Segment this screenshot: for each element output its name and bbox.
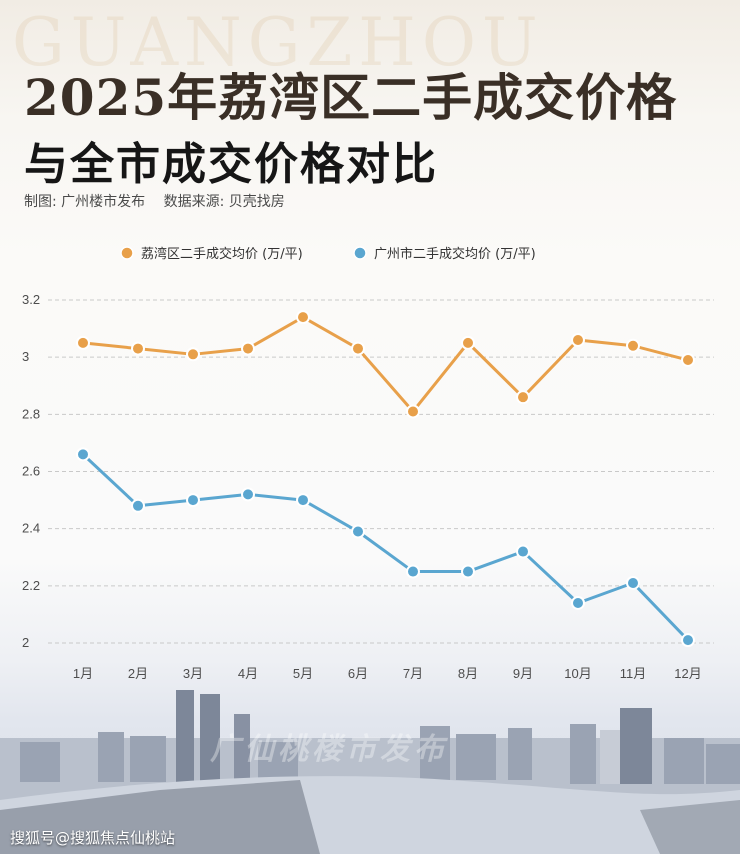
building bbox=[456, 734, 496, 780]
y-tick-label: 2.6 bbox=[22, 464, 40, 479]
price-line-chart: 荔湾区二手成交均价 (万/平) 广州市二手成交均价 (万/平) 2 2.2 2.4 2.… bbox=[22, 246, 714, 681]
y-axis-tick-labels: 2 2.2 2.4 2.6 2.8 3 3.2 bbox=[22, 292, 40, 650]
x-axis-tick-labels: 1月 2月 3月 4月 5月 6月 7月 8月 9月 10月 11月 12月 bbox=[73, 666, 702, 681]
data-point bbox=[351, 524, 365, 539]
building bbox=[664, 738, 704, 784]
data-point bbox=[131, 341, 145, 356]
x-tick-label: 2月 bbox=[128, 666, 148, 681]
x-tick-label: 1月 bbox=[73, 666, 93, 681]
x-tick-label: 12月 bbox=[674, 666, 701, 681]
data-point bbox=[681, 633, 695, 648]
building bbox=[258, 742, 298, 782]
building bbox=[176, 690, 194, 782]
credit-source: 数据来源: 贝壳找房 bbox=[163, 194, 285, 210]
legend-label: 广州市二手成交均价 (万/平) bbox=[374, 246, 536, 262]
y-tick-label: 2.2 bbox=[22, 578, 40, 593]
y-tick-label: 2 bbox=[22, 635, 29, 650]
credit-line: 制图: 广州楼市发布 数据来源: 贝壳找房 bbox=[24, 191, 285, 211]
data-point bbox=[461, 564, 475, 579]
y-tick-label: 3 bbox=[22, 349, 29, 364]
data-point bbox=[296, 493, 310, 508]
y-tick-label: 3.2 bbox=[22, 292, 40, 307]
riverbank bbox=[640, 800, 740, 854]
y-tick-label: 2.8 bbox=[22, 406, 40, 421]
x-tick-label: 3月 bbox=[183, 666, 203, 681]
riverbank bbox=[0, 780, 320, 854]
data-point bbox=[241, 341, 255, 356]
legend-marker bbox=[353, 246, 367, 260]
data-point bbox=[351, 341, 365, 356]
data-point bbox=[571, 595, 585, 610]
series-points bbox=[76, 310, 695, 648]
chart-title: 2025年荔湾区二手成交价格 bbox=[24, 68, 678, 127]
data-point bbox=[571, 333, 585, 348]
data-point bbox=[296, 310, 310, 325]
series-line bbox=[81, 453, 690, 642]
building bbox=[508, 728, 532, 780]
building bbox=[234, 714, 250, 782]
x-tick-label: 10月 bbox=[564, 666, 591, 681]
data-point bbox=[186, 347, 200, 362]
x-tick-label: 5月 bbox=[293, 666, 313, 681]
data-point bbox=[626, 338, 640, 353]
guangzhou-watermark: GUANGZHOU bbox=[12, 4, 544, 81]
data-point bbox=[516, 544, 530, 559]
building bbox=[98, 732, 124, 782]
x-tick-label: 11月 bbox=[620, 666, 647, 681]
series-line bbox=[82, 315, 689, 413]
building bbox=[706, 744, 740, 784]
building bbox=[570, 724, 596, 784]
x-tick-label: 8月 bbox=[458, 666, 478, 681]
data-point bbox=[131, 498, 145, 513]
y-tick-label: 2.4 bbox=[22, 521, 40, 536]
legend-label: 荔湾区二手成交均价 (万/平) bbox=[141, 246, 303, 262]
building bbox=[200, 694, 220, 782]
series-lines bbox=[81, 315, 690, 642]
data-point bbox=[186, 493, 200, 508]
data-point bbox=[461, 335, 475, 350]
footer-brand: 搜狐号@搜狐焦点仙桃站 bbox=[10, 829, 176, 847]
x-tick-label: 7月 bbox=[403, 666, 423, 681]
data-point bbox=[76, 447, 90, 462]
building bbox=[620, 708, 652, 784]
data-point bbox=[626, 575, 640, 590]
chart-gridlines bbox=[48, 299, 714, 644]
building bbox=[20, 742, 60, 782]
building bbox=[130, 736, 166, 782]
data-point bbox=[76, 335, 90, 350]
data-point bbox=[406, 564, 420, 579]
building bbox=[420, 726, 450, 780]
data-point bbox=[406, 404, 420, 419]
data-point bbox=[241, 487, 255, 502]
x-tick-label: 4月 bbox=[238, 666, 258, 681]
chart-subtitle: 与全市成交价格对比 bbox=[24, 139, 438, 190]
overlay-watermark: 广仙桃楼市发布 bbox=[210, 732, 448, 767]
x-tick-label: 9月 bbox=[513, 666, 533, 681]
legend-marker bbox=[120, 246, 134, 260]
x-tick-label: 6月 bbox=[348, 666, 368, 681]
credit-author: 制图: 广州楼市发布 bbox=[24, 194, 146, 210]
chart-legend: 荔湾区二手成交均价 (万/平) 广州市二手成交均价 (万/平) bbox=[120, 246, 536, 262]
data-point bbox=[516, 390, 530, 405]
data-point bbox=[681, 353, 695, 368]
